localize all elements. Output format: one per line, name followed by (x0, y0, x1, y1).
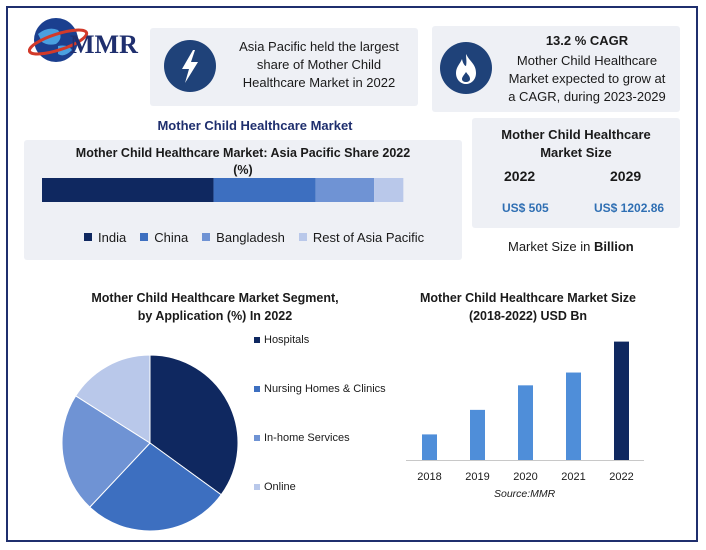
year-2022-label: 2022 (504, 168, 536, 184)
value-2029: US$ 1202.86 (594, 201, 665, 215)
bar-2019 (470, 409, 485, 460)
pie-legend-item-hospitals: Hospitals (254, 334, 309, 346)
x-tick-label: 2022 (609, 471, 633, 483)
legend-label: Bangladesh (216, 229, 285, 245)
pie-legend-item-nursing-homes-clinics: Nursing Homes & Clinics (254, 383, 386, 395)
logo-text: MMR (70, 30, 138, 59)
share-stacked-bar (42, 178, 404, 202)
fact-card-asia-pacific: Asia Pacific held the largest share of M… (150, 28, 418, 106)
share-segment-bangladesh (315, 178, 375, 202)
legend-swatch (298, 233, 307, 241)
x-tick-label: 2020 (513, 471, 537, 483)
pie-chart-title: Mother Child Healthcare Market Segment, … (91, 291, 339, 323)
legend-swatch (254, 484, 260, 490)
x-tick-label: 2021 (561, 471, 585, 483)
legend-label: Nursing Homes & Clinics (264, 383, 386, 395)
source-note: Source:MMR (494, 488, 556, 500)
share-chart-card: Mother Child Healthcare Market: Asia Pac… (24, 140, 462, 260)
flame-icon (440, 42, 492, 94)
legend-item-china: China (140, 230, 188, 245)
fact-card-text: 13.2 % CAGR Mother Child Healthcare Mark… (498, 32, 676, 106)
legend-label: Online (264, 481, 296, 493)
share-segment-india (42, 178, 214, 202)
pie-slice-hospitals (149, 354, 239, 496)
lightning-bolt-icon (164, 40, 216, 92)
bar-chart-title: Mother Child Healthcare Market Size (201… (419, 291, 637, 323)
share-legend: India China Bangladesh Rest of Asia Pacific (84, 228, 462, 246)
legend-label: In-home Services (264, 432, 350, 444)
bar-2020 (518, 385, 533, 460)
legend-item-rest-of-asia-pacific: Rest of Asia Pacific (298, 229, 425, 245)
market-size-note: Market Size in Billion (508, 239, 634, 254)
globe-icon (27, 18, 89, 62)
value-2022: US$ 505 (502, 201, 549, 215)
legend-label: India (98, 229, 127, 245)
bar-2022 (614, 341, 629, 460)
legend-label: Rest of Asia Pacific (312, 229, 425, 245)
pie-slice-online (75, 354, 151, 444)
legend-swatch (254, 337, 260, 343)
x-tick-label: 2018 (417, 471, 441, 483)
pie-slice-nursing-homes-clinics (89, 442, 222, 532)
legend-swatch (84, 233, 92, 241)
infographic-frame (6, 6, 698, 542)
share-segment-rest-of-asia-pacific (374, 178, 404, 202)
bar-2018 (422, 434, 437, 460)
year-2029-label: 2029 (610, 168, 642, 184)
legend-swatch (254, 435, 260, 441)
pie-chart (61, 354, 239, 532)
legend-swatch (254, 386, 260, 392)
market-size-title: Mother Child Healthcare Market Size (501, 127, 651, 160)
legend-label: Hospitals (264, 334, 310, 346)
legend-swatch (202, 233, 211, 241)
legend-item-india: India (84, 230, 126, 245)
section-title: Mother Child Healthcare Market (157, 118, 353, 133)
legend-label: China (154, 229, 189, 245)
pie-slice-in-home-services (61, 395, 151, 508)
logo: MMR (27, 16, 148, 66)
pie-legend-item-in-home-services: In-home Services (254, 432, 350, 444)
pie-legend-item-online: Online (254, 481, 296, 493)
cagr-headline: 13.2 % CAGR (545, 33, 629, 48)
x-tick-label: 2019 (465, 471, 489, 483)
share-chart-title: Mother Child Healthcare Market: Asia Pac… (75, 146, 411, 177)
pie-legend: Hospitals Nursing Homes & Clinics In-home … (254, 334, 404, 504)
legend-swatch (140, 233, 149, 241)
bar-2021 (566, 372, 581, 460)
fact-card-cagr: 13.2 % CAGR Mother Child Healthcare Mark… (432, 26, 680, 112)
legend-item-bangladesh: Bangladesh (202, 230, 285, 245)
bar-chart: 2018 2019 2020 2021 2022 (406, 341, 644, 483)
market-size-card: Mother Child Healthcare Market Size 2022… (472, 118, 680, 228)
fact-card-text: Asia Pacific held the largest share of M… (239, 39, 399, 90)
share-segment-china (213, 178, 316, 202)
